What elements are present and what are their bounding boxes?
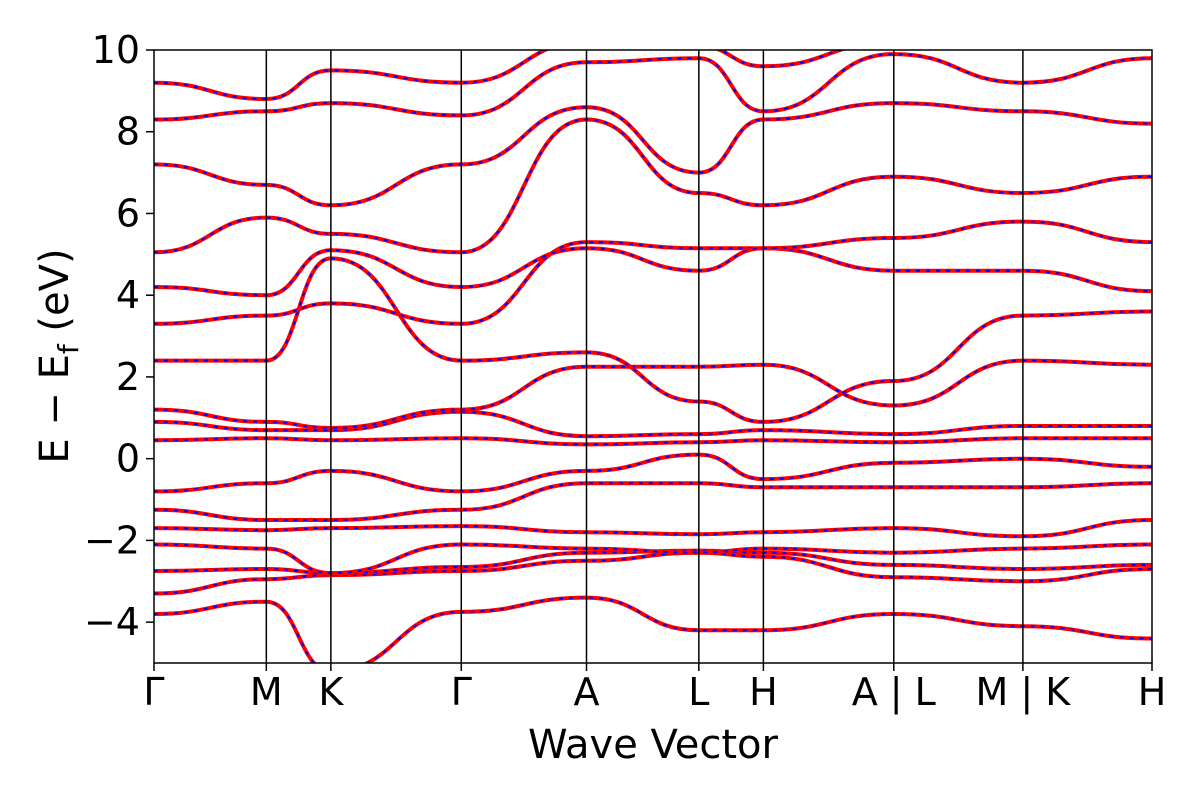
x-tick-label: H (1138, 670, 1167, 714)
band-line-3-dashed (154, 549, 1152, 575)
band-line-4-dashed (154, 543, 1152, 575)
y-tick-label: 6 (116, 191, 140, 235)
x-axis-title: Wave Vector (528, 722, 779, 768)
band-line-1 (154, 595, 1152, 663)
y-tick-label: 2 (116, 355, 140, 399)
plot-frame (153, 49, 1153, 664)
band-line-12-dashed (154, 241, 1152, 325)
band-line-14-dashed (154, 118, 1152, 254)
x-tick-label: Γ (143, 670, 164, 714)
band-line-11 (154, 256, 1152, 424)
band-line-8 (154, 436, 1152, 447)
band-line-7 (154, 452, 1152, 494)
band-line-14 (154, 117, 1152, 255)
y-tick-label: 0 (116, 437, 140, 481)
band-line-12 (154, 240, 1152, 326)
band-lines (154, 50, 1152, 663)
band-line-5 (154, 518, 1152, 539)
band-line-17-dashed (154, 50, 844, 101)
x-tick-label: Γ (451, 670, 472, 714)
y-axis-title-sub: f (52, 343, 85, 354)
y-axis-title-unit: (eV) (32, 248, 78, 344)
band-line-1-dashed (154, 596, 1152, 663)
band-line-13-dashed (154, 220, 1152, 297)
band-line-8-dashed (154, 437, 1152, 446)
band-line-9-dashed (154, 410, 1152, 438)
x-tick-label: A (574, 670, 600, 714)
y-axis-title: E − Ef (eV) (32, 248, 85, 463)
band-line-16-dashed (154, 53, 1152, 121)
y-tick-label: 8 (116, 110, 140, 154)
y-tick-label: 10 (92, 28, 140, 72)
band-line-10-dashed (154, 359, 1152, 430)
y-tick-label: −4 (84, 600, 140, 644)
x-tick-label: A | L (852, 670, 936, 715)
x-tick-label: M (250, 670, 283, 714)
band-line-15-dashed (154, 102, 1152, 207)
high-symmetry-lines (265, 50, 1024, 663)
y-axis: 10 8 6 4 2 0 −2 −4 (84, 28, 154, 644)
y-tick-label: −2 (84, 518, 140, 562)
band-line-2 (154, 550, 1152, 596)
y-axis-title-main: E − E (32, 354, 78, 464)
y-tick-label: 4 (116, 273, 140, 317)
x-tick-label: H (749, 670, 778, 714)
x-tick-label: L (688, 670, 709, 714)
band-line-10 (154, 358, 1152, 431)
band-line-13 (154, 219, 1152, 298)
band-line-11-dashed (154, 257, 1152, 423)
x-tick-label: M | K (976, 670, 1072, 715)
x-tick-label: K (318, 670, 344, 714)
band-line-6 (154, 481, 1152, 522)
band-line-5-dashed (154, 519, 1152, 538)
band-line-15 (154, 101, 1152, 208)
